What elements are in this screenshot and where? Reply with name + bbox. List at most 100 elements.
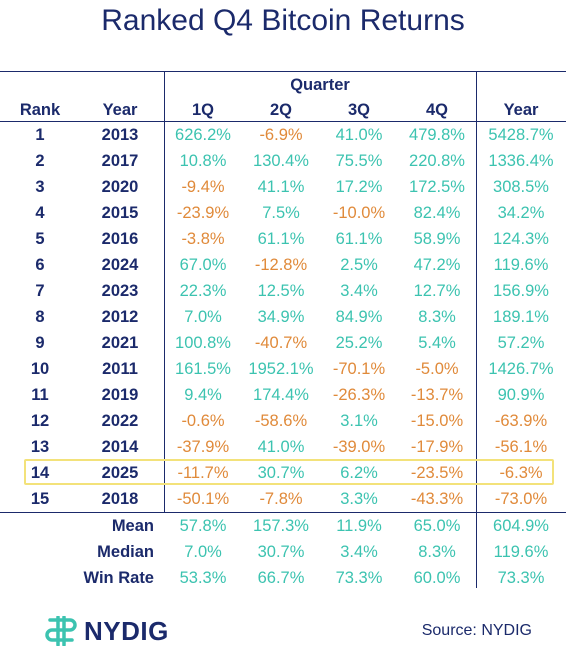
return-cell-q3: -10.0% xyxy=(332,204,386,222)
header-quarter-group: Quarter xyxy=(290,76,350,94)
rank-cell: 12 xyxy=(30,412,50,430)
return-cell-q1: 10.8% xyxy=(179,152,227,170)
return-cell-q4: -5.0% xyxy=(415,360,459,378)
return-cell-q3: 3.1% xyxy=(340,412,378,430)
rank-cell: 14 xyxy=(30,464,50,482)
year-cell: 2016 xyxy=(101,230,139,248)
return-cell-total: -63.9% xyxy=(494,412,548,430)
year-cell: 2014 xyxy=(101,438,139,456)
header-3q: 3Q xyxy=(347,101,370,119)
year-cell: 2025 xyxy=(101,464,139,482)
return-cell-total: -6.3% xyxy=(499,464,543,482)
stat-value-q1: 57.8% xyxy=(179,517,227,535)
return-cell-q4: 47.2% xyxy=(413,256,461,274)
return-cell-q2: 30.7% xyxy=(257,464,305,482)
return-cell-q2: 1952.1% xyxy=(248,360,314,378)
return-cell-q1: -23.9% xyxy=(176,204,230,222)
return-cell-q4: 220.8% xyxy=(409,152,465,170)
return-cell-q2: 12.5% xyxy=(257,282,305,300)
return-cell-q1: 22.3% xyxy=(179,282,227,300)
return-cell-q1: -11.7% xyxy=(177,464,229,482)
return-cell-total: 1426.7% xyxy=(488,360,554,378)
return-cell-q3: -26.3% xyxy=(332,386,386,404)
return-cell-q2: 130.4% xyxy=(253,152,309,170)
rank-cell: 6 xyxy=(35,256,45,274)
return-cell-q2: -6.9% xyxy=(259,126,303,144)
return-cell-q1: -9.4% xyxy=(181,178,225,196)
return-cell-total: 34.2% xyxy=(497,204,545,222)
return-cell-q4: -17.9% xyxy=(410,438,464,456)
year-cell: 2024 xyxy=(101,256,139,274)
return-cell-q1: 161.5% xyxy=(175,360,231,378)
year-cell: 2023 xyxy=(101,282,139,300)
stat-value-q3: 73.3% xyxy=(335,569,383,587)
rank-cell: 8 xyxy=(35,308,45,326)
return-cell-q1: 7.0% xyxy=(184,308,222,326)
quarter-left-rule xyxy=(164,71,165,512)
stat-value-q4: 8.3% xyxy=(418,543,456,561)
return-cell-q4: 5.4% xyxy=(418,334,456,352)
return-cell-total: 5428.7% xyxy=(488,126,554,144)
return-cell-q2: -7.8% xyxy=(259,490,303,508)
header-2q: 2Q xyxy=(269,101,292,119)
return-cell-total: 57.2% xyxy=(497,334,545,352)
source-note: Source: NYDIG xyxy=(421,622,532,639)
header-4q: 4Q xyxy=(425,101,448,119)
year-cell: 2015 xyxy=(101,204,139,222)
rank-cell: 13 xyxy=(30,438,50,456)
return-cell-q3: 41.0% xyxy=(335,126,383,144)
year-cell: 2019 xyxy=(101,386,139,404)
stat-value-q3: 3.4% xyxy=(340,543,378,561)
quarter-right-rule xyxy=(476,71,477,588)
return-cell-q2: 7.5% xyxy=(262,204,300,222)
return-cell-total: -56.1% xyxy=(494,438,548,456)
return-cell-q4: 172.5% xyxy=(409,178,465,196)
return-cell-q3: 17.2% xyxy=(335,178,383,196)
return-cell-q4: -23.5% xyxy=(410,464,464,482)
rank-cell: 1 xyxy=(35,126,45,144)
return-cell-q1: -3.8% xyxy=(181,230,225,248)
return-cell-q3: 75.5% xyxy=(335,152,383,170)
return-cell-q2: 174.4% xyxy=(253,386,309,404)
year-cell: 2012 xyxy=(101,308,139,326)
return-cell-q3: 2.5% xyxy=(340,256,378,274)
header-year-total: Year xyxy=(503,101,539,119)
return-cell-q3: -70.1% xyxy=(332,360,386,378)
return-cell-q3: 3.4% xyxy=(340,282,378,300)
return-cell-total: 124.3% xyxy=(493,230,549,248)
return-cell-q1: -0.6% xyxy=(181,412,225,430)
year-cell: 2017 xyxy=(101,152,139,170)
page-title: Ranked Q4 Bitcoin Returns xyxy=(101,4,465,37)
rank-cell: 5 xyxy=(35,230,45,248)
return-cell-q4: -43.3% xyxy=(410,490,464,508)
return-cell-q2: 41.0% xyxy=(257,438,305,456)
return-cell-total: 119.6% xyxy=(493,256,549,274)
rank-cell: 11 xyxy=(31,386,49,404)
return-cell-q1: 9.4% xyxy=(184,386,222,404)
return-cell-q4: -15.0% xyxy=(410,412,464,430)
header-rank: Rank xyxy=(19,101,61,119)
return-cell-q2: 61.1% xyxy=(257,230,305,248)
return-cell-total: -73.0% xyxy=(494,490,548,508)
return-cell-q3: 3.3% xyxy=(340,490,378,508)
rank-cell: 15 xyxy=(30,490,50,508)
return-cell-q4: 8.3% xyxy=(418,308,456,326)
stat-value-q1: 7.0% xyxy=(184,543,222,561)
return-cell-q1: -50.1% xyxy=(176,490,230,508)
return-cell-q3: 6.2% xyxy=(340,464,378,482)
return-cell-q4: 58.9% xyxy=(413,230,461,248)
return-cell-q3: 84.9% xyxy=(335,308,383,326)
return-cell-q3: 61.1% xyxy=(335,230,383,248)
stat-label: Mean xyxy=(111,517,154,535)
return-cell-q1: -37.9% xyxy=(176,438,230,456)
return-cell-q3: 25.2% xyxy=(335,334,383,352)
year-cell: 2022 xyxy=(101,412,139,430)
rank-cell: 10 xyxy=(30,360,50,378)
rank-cell: 7 xyxy=(35,282,45,300)
return-cell-q2: -12.8% xyxy=(254,256,308,274)
return-cell-q2: 34.9% xyxy=(257,308,305,326)
stat-value-total: 119.6% xyxy=(493,543,549,561)
stat-value-q3: 11.9% xyxy=(336,517,382,535)
return-cell-total: 308.5% xyxy=(493,178,549,196)
stat-value-q2: 30.7% xyxy=(257,543,305,561)
